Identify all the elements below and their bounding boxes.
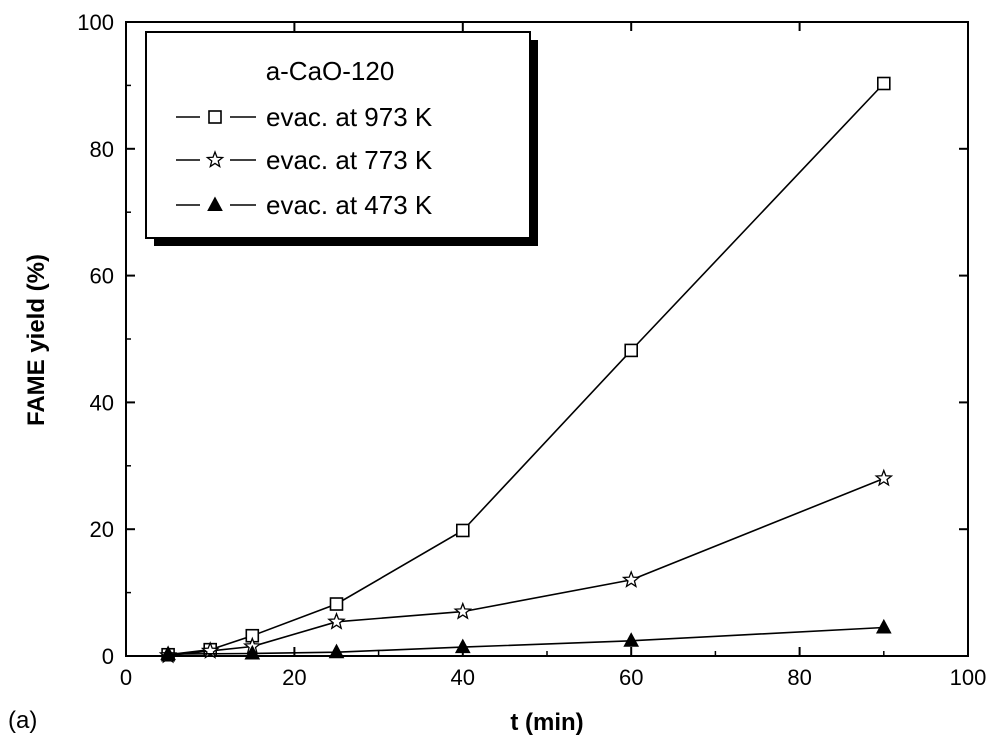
data-point	[160, 645, 176, 661]
legend-item: evac. at 973 K	[176, 102, 433, 132]
x-tick-label: 80	[787, 665, 811, 690]
data-point	[328, 643, 345, 659]
x-tick-label: 0	[120, 665, 132, 690]
legend-item: evac. at 473 K	[176, 190, 433, 220]
series-line	[168, 626, 884, 655]
y-tick-label: 60	[90, 264, 114, 289]
data-point	[624, 343, 639, 358]
data-point	[329, 597, 344, 611]
y-tick-label: 100	[77, 10, 114, 35]
y-tick-label: 0	[102, 644, 114, 669]
data-point	[244, 644, 261, 660]
y-tick-label: 80	[90, 137, 114, 162]
legend-marker	[207, 196, 223, 211]
legend: a-CaO-120 evac. at 973 K evac. at 773 K eva…	[145, 31, 538, 246]
x-tick-label: 100	[950, 665, 987, 690]
x-axis-title: t (min)	[510, 709, 583, 736]
x-tick-label: 40	[451, 665, 475, 690]
legend-title: a-CaO-120	[266, 56, 395, 86]
data-point	[874, 468, 894, 487]
data-point	[875, 618, 892, 634]
series-3	[160, 618, 892, 661]
data-point	[621, 570, 641, 588]
y-axis-title: FAME yield (%)	[23, 254, 50, 426]
data-point	[327, 611, 346, 630]
x-tick-label: 60	[619, 665, 643, 690]
data-point	[453, 601, 473, 620]
y-tick-label: 40	[90, 390, 114, 415]
series-line	[168, 477, 885, 657]
panel-label: (a)	[8, 707, 37, 734]
data-point	[455, 523, 470, 538]
y-tick-label: 20	[90, 517, 114, 542]
data-point	[454, 638, 471, 654]
data-point	[876, 76, 891, 91]
x-tick-label: 20	[282, 665, 306, 690]
series-layer	[158, 76, 894, 664]
legend-label: evac. at 473 K	[266, 190, 433, 220]
legend-marker	[208, 110, 222, 124]
data-point	[623, 632, 640, 647]
legend-marker	[205, 150, 225, 168]
y-axis-ticks: 0 20 40 60 80 100	[77, 10, 968, 669]
legend-label: evac. at 973 K	[266, 102, 433, 132]
legend-item: evac. at 773 K	[176, 145, 433, 175]
x-axis-ticks: 0 20 40 60 80 100	[120, 22, 986, 690]
legend-label: evac. at 773 K	[266, 145, 433, 175]
legend-box	[145, 31, 531, 239]
